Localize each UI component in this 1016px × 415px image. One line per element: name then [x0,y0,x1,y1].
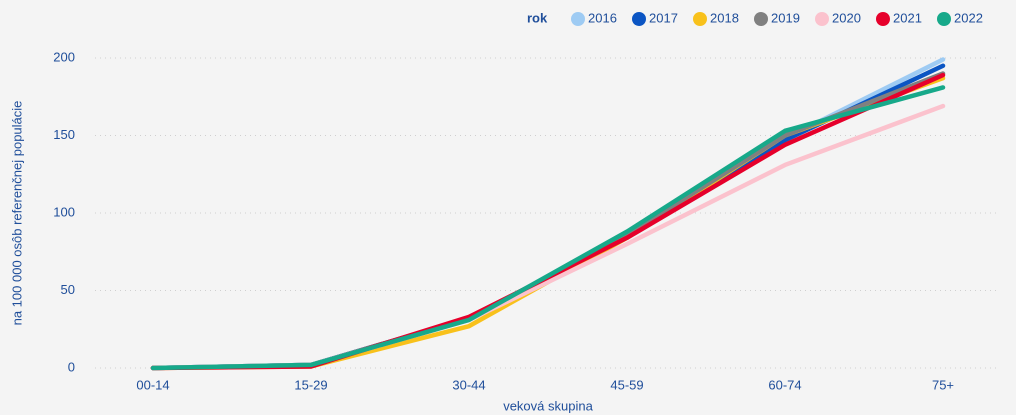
legend-marker [937,12,951,26]
legend-label: 2018 [710,10,739,25]
y-tick-label: 100 [53,204,75,219]
legend-marker [693,12,707,26]
legend-marker [632,12,646,26]
legend-label: 2020 [832,10,861,25]
x-tick-label: 60-74 [768,377,801,392]
legend-marker [754,12,768,26]
x-axis-label: veková skupina [503,398,593,413]
legend-label: 2022 [954,10,983,25]
legend-label: 2019 [771,10,800,25]
y-tick-label: 0 [68,359,75,374]
legend-marker [876,12,890,26]
line-series [150,85,946,371]
legend-marker [571,12,585,26]
x-tick-label: 75+ [932,377,954,392]
y-tick-label: 200 [53,49,75,64]
x-tick-label: 45-59 [610,377,643,392]
x-tick-label: 30-44 [452,377,485,392]
legend-marker [815,12,829,26]
x-tick-label: 15-29 [294,377,327,392]
x-tick-label: 00-14 [136,377,169,392]
legend-label: 2016 [588,10,617,25]
y-axis-label: na 100 000 osôb referenčnej populácie [9,101,24,326]
legend-label: 2021 [893,10,922,25]
y-tick-label: 150 [53,127,75,142]
legend-title: rok [527,10,548,25]
legend-label: 2017 [649,10,678,25]
y-tick-label: 50 [61,282,75,297]
